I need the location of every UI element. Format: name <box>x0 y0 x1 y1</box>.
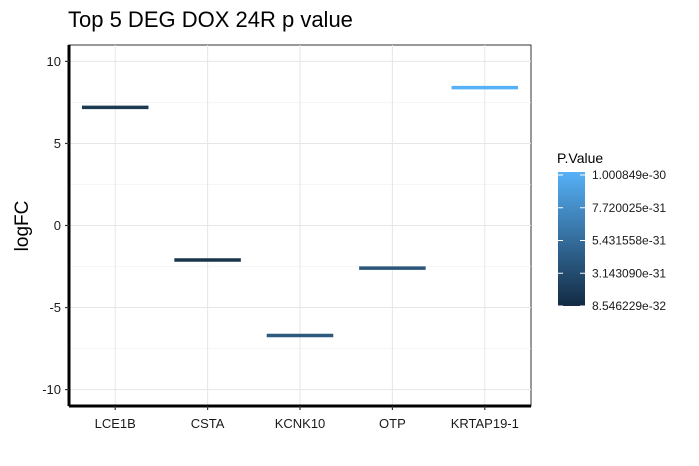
x-tick-label: KRTAP19-1 <box>451 416 519 431</box>
legend-label: 5.431558e-31 <box>592 234 666 248</box>
x-ticks: LCE1B CSTA KCNK10 OTP KRTAP19-1 <box>95 406 519 431</box>
legend-colorbar <box>558 172 585 306</box>
chart-title: Top 5 DEG DOX 24R p value <box>68 7 353 32</box>
y-tick-label: -5 <box>49 300 61 315</box>
y-tick-label: 0 <box>54 218 61 233</box>
x-tick-label: OTP <box>379 416 406 431</box>
legend-title: P.Value <box>557 150 603 166</box>
legend-label: 3.143090e-31 <box>592 266 666 280</box>
y-tick-label: 5 <box>54 136 61 151</box>
legend-label: 7.720025e-31 <box>592 201 666 215</box>
legend-label: 1.000849e-30 <box>592 168 666 182</box>
y-axis-label: logFC <box>12 201 33 252</box>
y-tick-label: -10 <box>42 382 61 397</box>
y-ticks: -10 -5 0 5 10 <box>42 54 69 397</box>
bars <box>81 85 519 338</box>
grid-lines <box>69 45 531 406</box>
x-tick-label: KCNK10 <box>275 416 326 431</box>
y-tick-label: 10 <box>47 54 61 69</box>
x-tick-label: LCE1B <box>95 416 136 431</box>
legend-label: 8.546229e-32 <box>592 299 666 313</box>
legend: P.Value 1.000849e-30 7.720025e-31 5.431558… <box>557 150 666 313</box>
x-tick-label: CSTA <box>191 416 225 431</box>
